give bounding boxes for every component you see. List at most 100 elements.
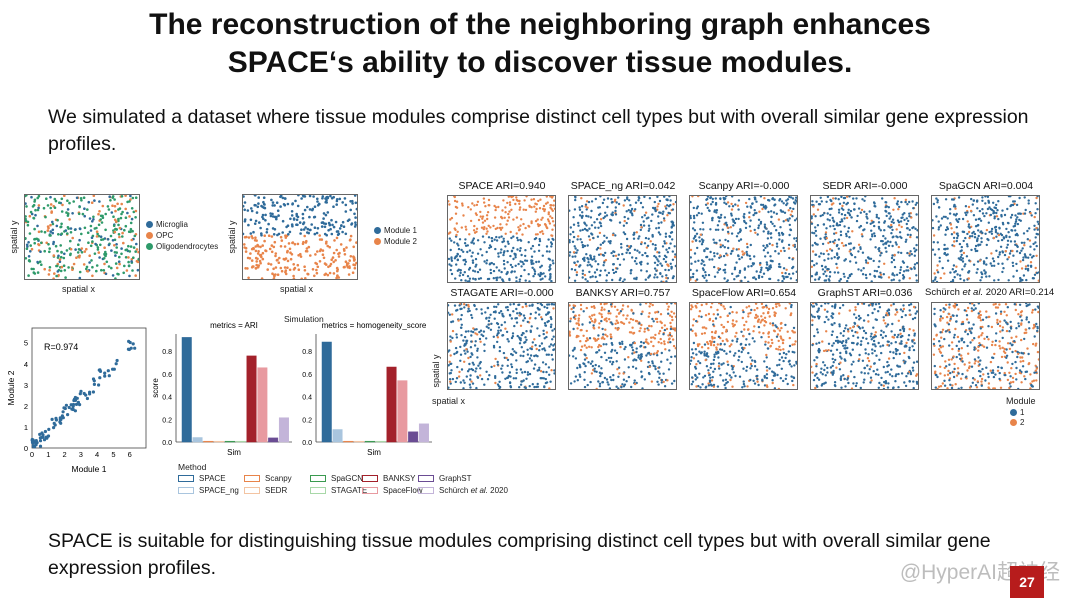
spot: [635, 359, 638, 362]
spot: [604, 211, 607, 214]
spot: [792, 376, 796, 380]
spot: [311, 208, 314, 212]
spot: [740, 330, 743, 333]
spot: [519, 247, 522, 250]
spot: [644, 236, 648, 240]
spot: [589, 216, 593, 219]
spot: [281, 231, 284, 234]
spot: [128, 200, 131, 203]
spot: [641, 206, 645, 209]
spot: [313, 205, 317, 208]
spot: [134, 196, 138, 199]
spot: [588, 227, 591, 230]
spot: [600, 355, 603, 359]
spot: [499, 329, 502, 332]
spot: [882, 384, 885, 387]
spot: [585, 224, 588, 227]
spot: [520, 253, 523, 257]
spot: [630, 207, 634, 211]
spot: [695, 385, 698, 388]
spot: [448, 360, 451, 363]
spot: [274, 254, 277, 258]
spot: [645, 338, 648, 341]
spot: [576, 238, 579, 241]
spot: [861, 235, 864, 238]
spot: [57, 254, 60, 258]
spot: [873, 232, 876, 235]
spot: [742, 310, 745, 314]
spot: [587, 261, 590, 264]
spot: [660, 381, 663, 384]
spot: [58, 258, 62, 261]
spot: [653, 261, 657, 264]
spot: [1034, 212, 1037, 215]
spot: [863, 372, 866, 375]
spot: [862, 381, 865, 384]
spot: [745, 242, 749, 246]
spot: [448, 313, 451, 316]
spot: [512, 218, 515, 221]
spot: [673, 327, 676, 330]
spot: [307, 231, 310, 235]
spot: [605, 343, 608, 346]
spot: [823, 279, 826, 282]
spot: [823, 270, 827, 273]
spot: [860, 340, 863, 343]
spot: [257, 202, 260, 205]
spot: [811, 343, 814, 347]
spot: [890, 256, 894, 260]
spot: [351, 271, 355, 274]
spot: [784, 377, 787, 381]
spot: [331, 223, 334, 227]
spot: [648, 324, 651, 328]
spot: [306, 272, 310, 276]
spot: [813, 232, 816, 235]
spot: [640, 323, 643, 327]
spot: [91, 265, 94, 269]
spot: [91, 240, 94, 243]
spot: [611, 211, 614, 214]
spot: [943, 272, 946, 275]
spot: [1018, 251, 1022, 255]
spot: [599, 303, 603, 306]
spot: [475, 328, 478, 331]
spot: [777, 265, 781, 268]
spot: [1027, 202, 1030, 205]
spot: [296, 223, 299, 227]
spot: [464, 279, 467, 282]
spot: [618, 341, 621, 345]
spot: [254, 249, 258, 253]
spot: [545, 331, 549, 334]
spot: [743, 220, 746, 224]
spot: [700, 212, 703, 215]
spot: [871, 352, 874, 355]
spot: [550, 369, 553, 372]
spot: [904, 198, 908, 201]
spot: [589, 317, 593, 320]
spot: [537, 368, 541, 372]
spot: [977, 234, 980, 238]
spot: [626, 305, 630, 308]
celltype-xlabel: spatial x: [62, 284, 96, 294]
spot: [455, 351, 458, 355]
spot: [547, 319, 550, 323]
spot: [102, 269, 106, 272]
spot: [881, 344, 885, 347]
spot: [324, 263, 328, 266]
spot: [937, 206, 941, 209]
spot: [509, 230, 512, 234]
spot: [895, 273, 899, 276]
spot: [895, 228, 898, 231]
spot: [937, 248, 940, 251]
spot: [508, 203, 512, 207]
spot: [989, 262, 992, 265]
spot: [458, 304, 461, 307]
spot: [585, 346, 588, 349]
spot: [621, 304, 625, 307]
spot: [598, 221, 602, 224]
spot: [811, 200, 814, 203]
spot: [1020, 241, 1024, 244]
spot: [698, 240, 701, 243]
spot: [597, 253, 601, 256]
spot: [876, 368, 879, 371]
